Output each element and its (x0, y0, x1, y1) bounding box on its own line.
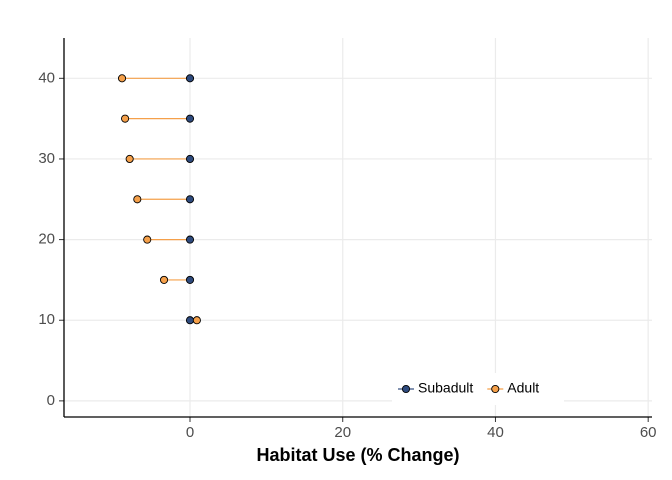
point (159, 275, 169, 284)
x-axis-title: Habitat Use (% Change) (256, 445, 459, 465)
legend-key (401, 384, 411, 394)
point (192, 316, 201, 325)
y-tick-label: 0 (47, 392, 55, 409)
point (185, 154, 195, 164)
point (143, 235, 152, 244)
point (133, 195, 142, 204)
point (185, 114, 195, 123)
grid (64, 38, 652, 417)
x-tick-label: 60 (640, 424, 657, 441)
x-tick-label: 0 (186, 424, 194, 441)
point (185, 235, 195, 244)
point (125, 154, 134, 164)
point (185, 195, 195, 204)
legend-label: Subadult (418, 380, 473, 396)
point (117, 74, 127, 83)
point (185, 74, 195, 83)
legend: Subadult Adult (392, 373, 564, 405)
legend-key (491, 384, 500, 394)
point (185, 316, 195, 325)
y-tick-label: 10 (38, 311, 55, 328)
legend-background (392, 373, 564, 405)
y-tick-label: 20 (38, 231, 55, 248)
legend-label: Adult (507, 380, 539, 396)
x-tick-label: 20 (334, 424, 351, 441)
y-tick-label: 40 (38, 69, 55, 86)
point (185, 275, 195, 284)
x-tick-label: 40 (487, 424, 504, 441)
y-tick-label: 30 (38, 150, 55, 167)
point (121, 114, 130, 123)
